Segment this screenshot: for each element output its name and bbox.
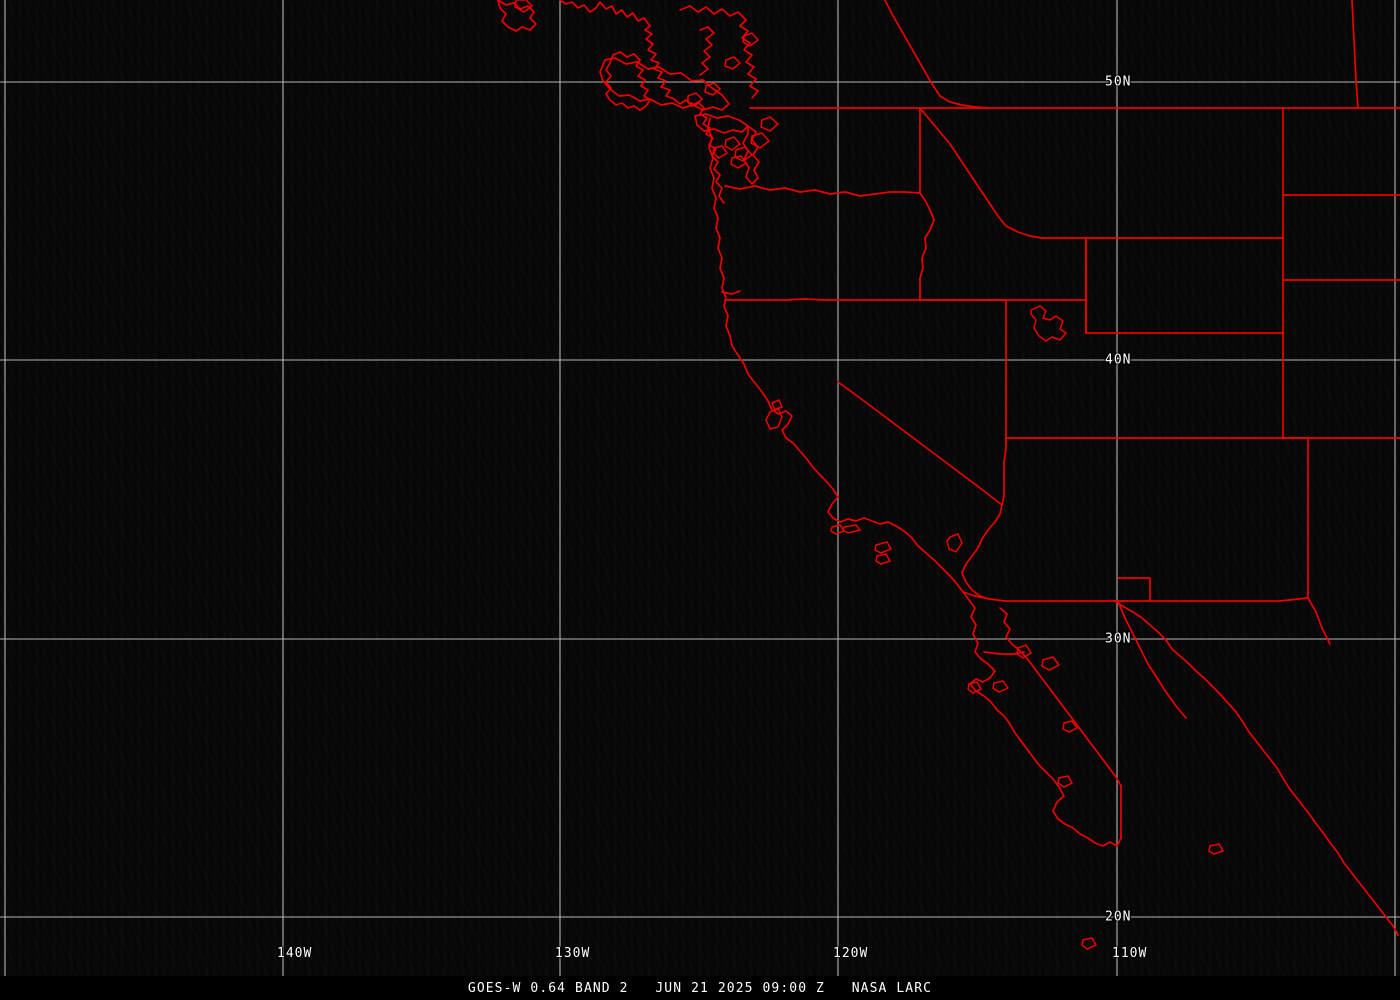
salton-sea <box>946 533 963 553</box>
columbia-river-mouth <box>721 290 741 295</box>
great-salt-lake <box>1030 305 1068 342</box>
gulf-island-cerralvo <box>1057 775 1074 788</box>
nevada-california-border <box>837 381 1003 506</box>
juan-de-fuca-strait <box>694 113 749 134</box>
lat-label-50n: 50N <box>1105 74 1132 90</box>
bc-fjords <box>679 5 759 99</box>
lat-label-30n: 30N <box>1105 631 1132 647</box>
baja-state-border <box>983 651 1025 655</box>
channel-island-santa-rosa <box>842 524 862 534</box>
channel-island-san-miguel <box>830 524 846 535</box>
bc-inner-channel <box>699 26 715 76</box>
pacific-island-guadalupe <box>967 681 983 694</box>
bc-island-a <box>687 92 704 106</box>
alberta-saskatchewan-border <box>1351 0 1359 109</box>
mexico-mainland-coast <box>1114 600 1399 936</box>
bc-island-g <box>734 146 754 162</box>
bc-island-d <box>742 32 760 47</box>
channel-island-san-clemente <box>875 553 892 565</box>
revillagigedo-island <box>1081 937 1098 950</box>
pyramid-lake <box>771 399 783 411</box>
satellite-image-panel[interactable]: 50N 40N 30N 20N 140W 130W 120W 110W <box>0 0 1400 976</box>
pacific-island-cedros <box>992 680 1010 693</box>
lon-label-140w: 140W <box>277 946 313 961</box>
gulf-island-tiburon <box>1041 656 1061 671</box>
map-outline-overlay <box>497 0 1400 950</box>
oregon-idaho-border <box>919 192 935 301</box>
lon-label-130w: 130W <box>555 946 591 961</box>
washington-oregon-border <box>724 185 921 197</box>
bc-alberta-border <box>884 0 989 109</box>
san-juan-islands-b <box>712 145 729 159</box>
nevada-arizona-border <box>1001 437 1007 506</box>
sonora-sinaloa-border <box>1117 600 1187 719</box>
alaska-island-fragment <box>514 0 534 13</box>
puget-sound <box>742 125 760 185</box>
san-juan-islands-a <box>724 136 742 151</box>
oregon-southern-border <box>724 298 921 301</box>
bc-island-e <box>760 116 780 132</box>
tres-marias-island <box>1208 843 1225 855</box>
newmexico-south-border <box>1149 597 1309 602</box>
baja-pacific-coast <box>968 599 1122 847</box>
san-juan-islands-c <box>730 155 748 169</box>
bc-island-c <box>724 56 742 70</box>
lat-label-20n: 20N <box>1105 909 1132 925</box>
product-annotation-bar: GOES-W 0.64 BAND 2 JUN 21 2025 09:00 Z N… <box>0 976 1400 1000</box>
idaho-montana-border <box>919 107 1087 239</box>
california-arizona-border <box>961 504 1003 600</box>
product-annotation-text: GOES-W 0.64 BAND 2 JUN 21 2025 09:00 Z N… <box>467 980 933 996</box>
alaska-panhandle-coast <box>497 0 537 32</box>
lon-label-120w: 120W <box>833 946 869 961</box>
vancouver-island <box>599 57 730 111</box>
gulf-island-carmen <box>1062 720 1079 733</box>
channel-island-santa-catalina <box>874 541 893 554</box>
graticule-overlay <box>0 0 1400 976</box>
bc-island-f <box>750 132 771 149</box>
lat-label-40n: 40N <box>1105 352 1132 368</box>
lon-label-110w: 110W <box>1112 946 1148 961</box>
haida-gwaii-island <box>605 51 651 111</box>
us-mexico-border <box>962 591 1151 602</box>
baja-gulf-coast <box>999 607 1122 839</box>
newmexico-west-jog <box>1117 577 1151 602</box>
chihuahua-border <box>1307 597 1331 645</box>
us-west-coast <box>707 117 970 601</box>
